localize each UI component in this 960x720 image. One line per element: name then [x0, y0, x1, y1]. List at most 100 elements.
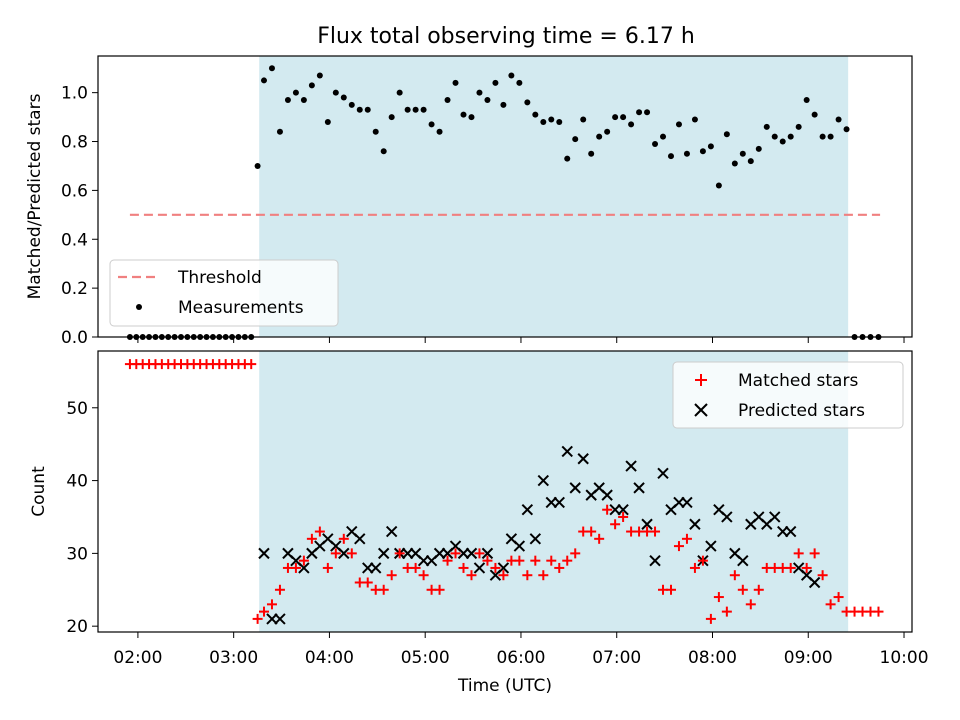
x-tick-label: 05:00: [401, 648, 450, 668]
measurement-point: [133, 334, 140, 340]
measurement-point: [276, 128, 283, 135]
measurement-point: [771, 133, 778, 140]
observing-band: [259, 56, 849, 337]
measurement-point: [126, 334, 133, 340]
matched-point: [650, 526, 661, 537]
measurement-point: [292, 89, 299, 96]
axes-frame: [97, 55, 913, 338]
measurement-point: [628, 121, 635, 128]
measurement-point: [229, 334, 236, 340]
measurement-point: [260, 77, 267, 84]
predicted-point: [354, 533, 366, 545]
predicted-point: [370, 562, 382, 574]
y-axis-label: Matched/Predicted stars: [25, 93, 45, 299]
matched-point: [252, 613, 263, 624]
matched-point: [258, 606, 269, 617]
measurement-point: [524, 99, 531, 106]
legend: Matched stars Predicted stars: [672, 361, 904, 429]
x-tick-label: 03:00: [209, 648, 258, 668]
y-tick-label: 50: [66, 399, 88, 419]
matched-point: [362, 577, 373, 588]
matched-point: [873, 606, 884, 617]
measurement-point: [216, 334, 223, 340]
matched-point: [490, 562, 501, 573]
x-tick-label: 02:00: [113, 648, 162, 668]
legend-measurement-swatch: [136, 304, 142, 310]
measurement-point: [152, 334, 159, 340]
predicted-point: [298, 562, 310, 574]
measurement-point: [675, 121, 682, 128]
predicted-point: [625, 460, 637, 472]
matched-point: [378, 584, 389, 595]
x-tick-label: 04:00: [305, 648, 354, 668]
x-axis-label: Time (UTC): [457, 676, 552, 696]
measurement-point: [222, 334, 229, 340]
matched-point: [833, 592, 844, 603]
matched-point: [394, 548, 405, 559]
matched-point: [522, 570, 533, 581]
legend-predicted-swatch: [694, 403, 708, 417]
predicted-point: [721, 511, 733, 523]
measurement-point: [324, 118, 331, 125]
x-tick-label: 06:00: [496, 648, 545, 668]
measurement-point: [652, 140, 659, 147]
predicted-point: [705, 540, 717, 552]
predicted-point: [465, 547, 478, 560]
measurement-point: [332, 89, 339, 96]
measurement-point: [739, 150, 746, 157]
measurement-point: [348, 101, 355, 108]
legend-matched-swatch: [695, 374, 707, 386]
legend-matched-label: Matched stars: [738, 371, 858, 391]
predicted-point: [521, 503, 534, 516]
predicted-point: [513, 540, 526, 552]
matched-point: [793, 548, 804, 559]
measurement-point: [516, 79, 523, 86]
predicted-point: [529, 533, 542, 545]
matched-point: [729, 570, 740, 581]
matched-point: [274, 584, 285, 595]
matched-point: [745, 599, 756, 610]
measurement-point: [460, 111, 467, 118]
measurement-point: [356, 106, 363, 113]
matched-point: [314, 526, 325, 537]
matched-point: [530, 555, 541, 566]
measurement-point: [412, 106, 419, 113]
measurement-point: [612, 114, 619, 121]
measurement-point: [484, 96, 491, 103]
measurement-point: [644, 109, 651, 116]
measurement-point: [165, 334, 172, 340]
measurement-point: [827, 133, 834, 140]
matched-point: [825, 599, 836, 610]
measurement-point: [139, 334, 146, 340]
measurement-point: [197, 334, 204, 340]
y-tick-label: 20: [66, 617, 88, 637]
predicted-point: [497, 562, 510, 574]
y-tick-label: 0.0: [61, 328, 88, 348]
matched-point: [466, 570, 477, 581]
legend-box: [109, 259, 339, 327]
predicted-point: [617, 503, 629, 516]
measurement-point: [452, 79, 459, 86]
measurement-point: [691, 116, 698, 123]
measurement-point: [620, 114, 627, 121]
measurement-point: [444, 96, 451, 103]
measurement-point: [235, 334, 242, 340]
measurement-point: [492, 79, 499, 86]
measurement-point: [747, 158, 754, 165]
y-tick-label: 0.4: [61, 230, 88, 250]
measurement-point: [755, 145, 762, 152]
y-tick-label: 40: [66, 472, 88, 492]
measurement-point: [667, 153, 674, 160]
matched-point: [482, 555, 493, 566]
measurement-point: [248, 334, 255, 340]
measurement-point: [803, 96, 810, 103]
measurement-point: [340, 94, 347, 101]
measurement-point: [380, 148, 387, 155]
measurement-point: [364, 106, 371, 113]
measurement-point: [316, 72, 323, 79]
y-tick-label: 0.6: [61, 181, 88, 201]
matched-point: [290, 562, 301, 573]
matched-point: [538, 570, 549, 581]
matched-point: [594, 533, 605, 544]
measurement-point: [177, 334, 184, 340]
